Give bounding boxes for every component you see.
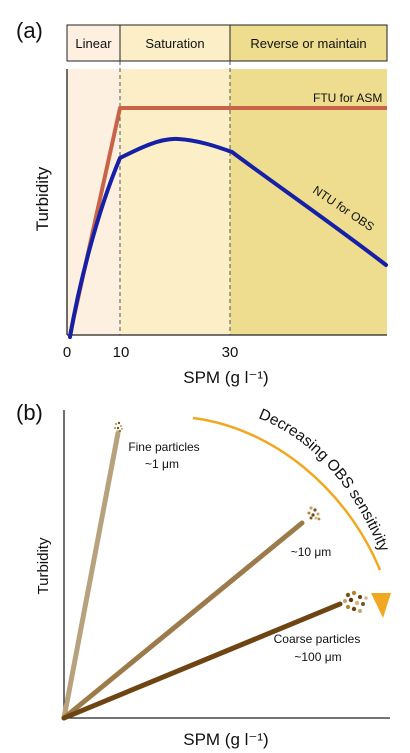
x-tick-30: 30	[222, 344, 239, 361]
x-tick-0: 0	[63, 344, 71, 361]
sensitivity-arrowhead	[371, 593, 391, 618]
ftu-curve-label: FTU for ASM	[313, 91, 382, 105]
panel-b-label: (b)	[16, 400, 43, 425]
medium-particles-icon	[307, 506, 321, 521]
header-linear-cell	[66, 24, 121, 62]
coarse-particles-icon	[342, 590, 368, 613]
zone-bg-reverse	[230, 69, 387, 335]
coarse-particles-size: ~100 μm	[294, 650, 341, 664]
sensitivity-arrow-label: Decreasing OBS sensitivity	[256, 406, 392, 554]
panel-a-label: (a)	[16, 18, 43, 43]
sensitivity-arrow-text: Decreasing OBS sensitivity	[256, 406, 392, 554]
zone-bg-linear	[67, 69, 120, 335]
fine-particles-label: Fine particles	[128, 440, 199, 454]
x-tick-10: 10	[113, 344, 130, 361]
panel-a-y-label: Turbidity	[33, 166, 52, 231]
panel-a-x-label: SPM (g l⁻¹)	[183, 368, 268, 387]
ntu-curve	[68, 136, 388, 339]
panel-b-x-label: SPM (g l⁻¹)	[183, 730, 268, 749]
sensitivity-arrow-line	[192, 416, 382, 571]
zone-label-saturation: Saturation	[145, 36, 204, 51]
coarse-particles-line	[61, 601, 343, 721]
zone-label-reverse: Reverse or maintain	[250, 36, 366, 51]
coarse-particles-label: Coarse particles	[274, 632, 361, 646]
panel-b-y-label: Turbidity	[35, 537, 52, 594]
zone-label-linear: Linear	[75, 36, 112, 51]
zone-header: Linear Saturation Reverse or maintain	[66, 24, 388, 62]
medium-particles-size: ~10 μm	[291, 545, 332, 559]
fine-particles-icon	[114, 421, 123, 432]
fine-particles-size: ~1 μm	[145, 457, 179, 471]
header-saturation-cell	[119, 24, 231, 62]
header-reverse-cell	[229, 24, 388, 62]
zone-bg-saturation	[120, 69, 230, 335]
fine-particles-line	[61, 430, 121, 721]
medium-particles-line	[61, 520, 305, 721]
